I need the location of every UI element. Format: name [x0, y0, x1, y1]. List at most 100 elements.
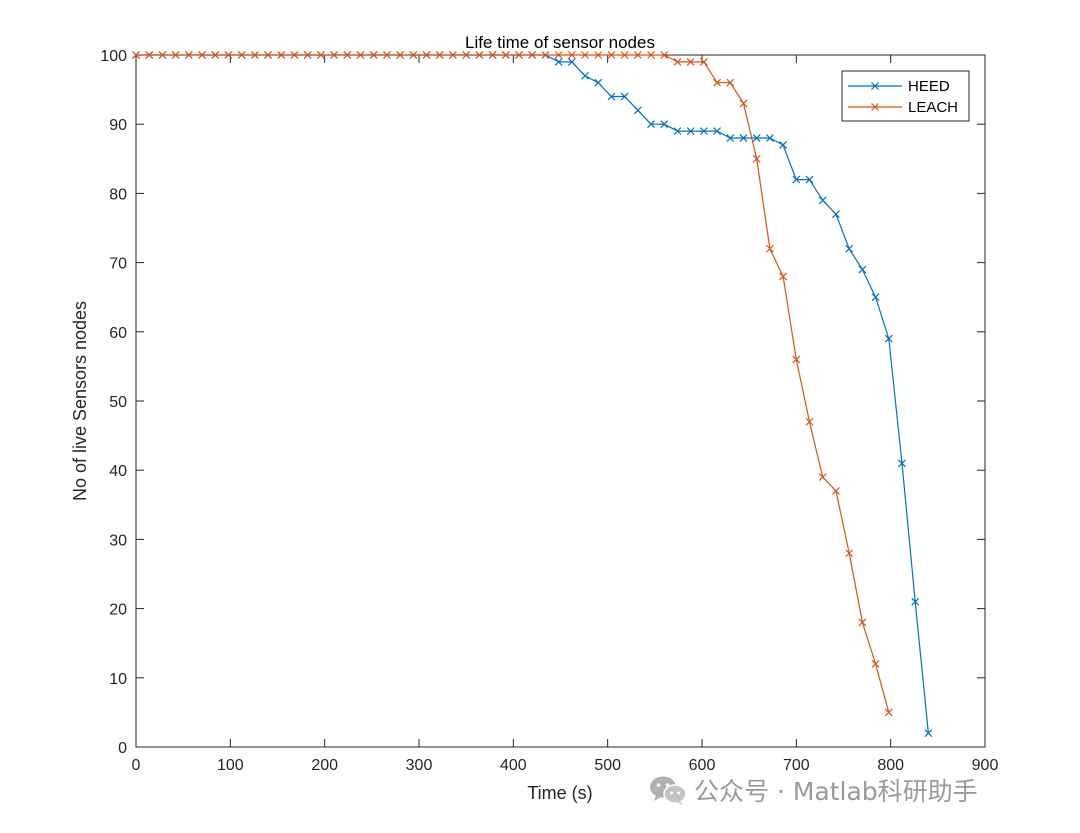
- data-point-leach: [396, 51, 405, 59]
- y-axis: 0 10 20 30 40 50 60 70 80 90 100: [100, 48, 985, 757]
- data-point-leach: [316, 51, 325, 59]
- x-tick-label: 800: [877, 757, 904, 774]
- legend-marker-heed: [871, 82, 879, 90]
- legend-marker-leach: [871, 103, 879, 111]
- data-point-leach: [303, 51, 312, 59]
- data-point-leach: [660, 51, 669, 59]
- data-point-leach: [184, 51, 193, 59]
- legend: HEED LEACH: [841, 70, 970, 122]
- data-point-leach: [581, 51, 589, 59]
- data-point-leach: [369, 51, 378, 59]
- data-point-leach: [884, 708, 893, 717]
- data-point-leach: [818, 473, 827, 482]
- data-point-leach: [330, 51, 339, 59]
- data-point-heed: [845, 244, 854, 253]
- legend-items: HEED LEACH: [848, 78, 958, 116]
- data-point-heed: [567, 57, 576, 66]
- data-point-heed: [699, 127, 708, 136]
- data-point-leach: [805, 417, 814, 426]
- data-point-leach: [132, 51, 140, 59]
- data-point-heed: [871, 293, 880, 302]
- data-point-heed: [713, 127, 722, 136]
- data-point-leach: [647, 51, 655, 59]
- x-tick-label: 600: [689, 757, 716, 774]
- data-point-heed: [633, 106, 642, 115]
- legend-label-leach: LEACH: [908, 99, 958, 116]
- x-tick-label: 0: [132, 757, 141, 774]
- data-point-heed: [752, 134, 761, 142]
- data-point-leach: [409, 51, 418, 59]
- data-point-leach: [607, 51, 616, 59]
- data-point-heed: [832, 210, 840, 219]
- data-point-leach: [290, 51, 299, 59]
- data-point-heed: [805, 175, 814, 184]
- data-point-leach: [237, 51, 246, 59]
- data-point-heed: [660, 120, 669, 129]
- data-point-leach: [541, 51, 550, 59]
- data-point-leach: [422, 51, 431, 59]
- data-point-leach: [277, 51, 286, 59]
- data-point-heed: [594, 78, 603, 87]
- data-point-leach: [224, 51, 233, 59]
- y-tick-label: 80: [109, 186, 127, 203]
- data-point-leach: [198, 51, 206, 59]
- data-point-heed: [607, 92, 616, 101]
- y-tick-label: 30: [109, 532, 127, 549]
- wechat-icon: [650, 776, 687, 805]
- data-point-leach: [792, 355, 801, 364]
- data-point-leach: [673, 57, 682, 66]
- data-point-heed: [858, 265, 867, 274]
- y-tick-label: 100: [100, 48, 127, 65]
- data-point-heed: [924, 729, 933, 738]
- data-point-leach: [343, 51, 352, 59]
- data-point-leach: [858, 618, 867, 627]
- y-tick-label: 40: [109, 463, 127, 480]
- legend-box: [841, 70, 970, 122]
- data-point-heed: [792, 175, 801, 184]
- legend-label-heed: HEED: [908, 78, 950, 95]
- data-point-leach: [383, 51, 391, 59]
- data-point-leach: [699, 57, 708, 66]
- watermark: 公众号 · Matlab科研助手: [648, 772, 978, 808]
- data-point-leach: [620, 51, 629, 59]
- x-axis: 0 100 200 300 400 500 600 700 800 900: [132, 55, 999, 774]
- data-point-heed: [884, 334, 893, 343]
- data-point-leach: [171, 51, 180, 59]
- series-leach: [132, 51, 893, 717]
- x-tick-label: 400: [500, 757, 527, 774]
- data-point-leach: [845, 549, 854, 558]
- data-point-leach: [726, 78, 735, 87]
- data-point-leach: [462, 51, 471, 59]
- data-point-leach: [528, 51, 537, 59]
- data-point-leach: [488, 51, 497, 59]
- data-point-heed: [554, 57, 563, 66]
- data-point-heed: [911, 597, 920, 606]
- data-point-leach: [739, 99, 748, 108]
- data-point-leach: [832, 487, 840, 495]
- data-point-heed: [726, 134, 735, 142]
- data-point-leach: [356, 51, 365, 59]
- x-tick-label: 300: [406, 757, 433, 774]
- data-point-heed: [765, 134, 774, 142]
- data-point-leach: [515, 51, 523, 59]
- x-tick-label: 900: [972, 757, 999, 774]
- data-point-heed: [739, 134, 748, 142]
- chart-title: Life time of sensor nodes: [465, 33, 655, 52]
- data-point-leach: [871, 660, 880, 668]
- data-point-leach: [435, 51, 444, 59]
- data-point-leach: [501, 51, 510, 59]
- y-axis-title: No of live Sensors nodes: [70, 301, 90, 501]
- data-point-heed: [686, 127, 695, 136]
- y-tick-label: 0: [118, 740, 127, 757]
- y-tick-label: 90: [109, 117, 127, 134]
- data-point-heed: [673, 127, 682, 136]
- x-tick-label: 500: [594, 757, 621, 774]
- plot-area: [135, 54, 986, 748]
- data-point-leach: [779, 272, 788, 281]
- x-tick-label: 200: [311, 757, 338, 774]
- data-point-leach: [145, 51, 154, 59]
- series-line-leach: [136, 54, 890, 713]
- data-point-leach: [567, 51, 576, 59]
- data-point-leach: [449, 51, 457, 59]
- data-point-heed: [620, 92, 629, 101]
